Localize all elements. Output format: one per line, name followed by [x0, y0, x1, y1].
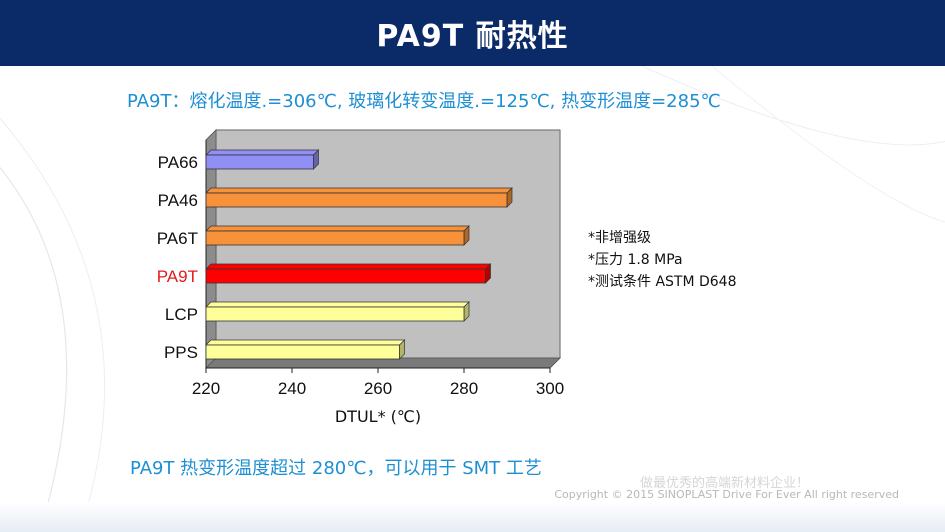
- note-line: *非增强级: [588, 230, 651, 246]
- bar-top-pa9t: [205, 263, 492, 270]
- x-axis-title: DTUL* (℃): [335, 407, 421, 426]
- bar-top-pps: [205, 339, 406, 346]
- note-line: *测试条件 ASTM D648: [588, 274, 737, 290]
- x-tick-label: 300: [536, 379, 564, 398]
- bar-lcp: [205, 306, 465, 322]
- category-label: LCP: [165, 305, 198, 324]
- copyright-text: Copyright © 2015 SINOPLAST Drive For Eve…: [554, 488, 899, 501]
- x-tick-label: 240: [278, 379, 306, 398]
- category-label: PA46: [158, 191, 198, 210]
- dtul-bar-chart: PA66 PA46 PA6T PA9T LCP PPS 220 240 260 280 300 DTU…: [157, 129, 564, 426]
- page-title: PA9T 耐热性: [376, 19, 569, 54]
- category-label: PA9T: [157, 267, 198, 286]
- bar-top-pa6t: [205, 225, 470, 232]
- bar-top-lcp: [205, 301, 470, 308]
- x-tick-label: 220: [192, 379, 220, 398]
- footer-slogan: 做最优秀的高端新材料企业！: [640, 476, 810, 491]
- bar-top-pa46: [205, 187, 513, 194]
- title-bar: PA9T 耐热性: [0, 0, 945, 66]
- plot-floor: [205, 357, 561, 369]
- bar-pps: [205, 344, 400, 360]
- bar-pa9t: [205, 268, 486, 284]
- footer-band: [0, 502, 945, 532]
- subtitle: PA9T：熔化温度.=306℃, 玻璃化转变温度.=125℃, 热变形温度=28…: [127, 91, 721, 112]
- x-tick-label: 260: [364, 379, 392, 398]
- bar-top-pa66: [205, 149, 320, 156]
- note-line: *压力 1.8 MPa: [588, 252, 683, 268]
- category-label: PPS: [164, 343, 198, 362]
- bar-pa66: [205, 154, 314, 170]
- x-tick-label: 280: [450, 379, 478, 398]
- bar-pa6t: [205, 230, 465, 246]
- bar-pa46: [205, 192, 508, 208]
- test-notes: *非增强级 *压力 1.8 MPa *测试条件 ASTM D648: [588, 227, 737, 293]
- category-label: PA66: [158, 153, 198, 172]
- conclusion-text: PA9T 热变形温度超过 280℃，可以用于 SMT 工艺: [130, 458, 542, 479]
- category-label: PA6T: [157, 229, 198, 248]
